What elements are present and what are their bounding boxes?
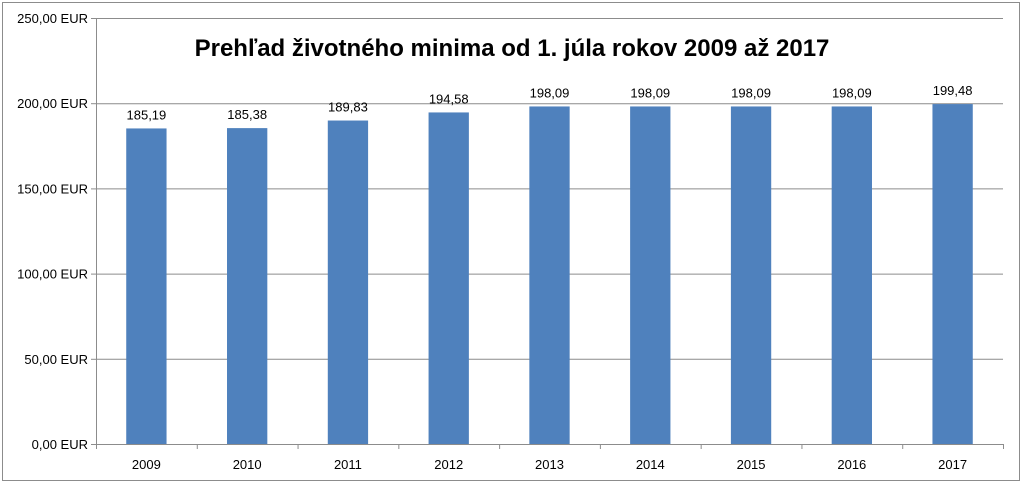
bar-2013 bbox=[529, 106, 570, 444]
x-tick-label: 2012 bbox=[434, 457, 463, 472]
bar-2017 bbox=[932, 104, 973, 444]
x-tick-label: 2011 bbox=[334, 457, 362, 472]
bar-2011 bbox=[327, 120, 369, 445]
x-tick-label: 2014 bbox=[636, 457, 665, 472]
data-label: 185,19 bbox=[127, 107, 167, 122]
chart-title: Prehľad životného minima od 1. júla roko… bbox=[195, 35, 830, 62]
data-label: 198,09 bbox=[731, 85, 771, 100]
y-tick-label: 200,00 EUR bbox=[17, 96, 88, 111]
bars bbox=[126, 104, 973, 445]
x-tick-label: 2013 bbox=[535, 457, 564, 472]
data-label: 189,83 bbox=[328, 100, 368, 115]
data-labels: 185,19 185,38 189,83 194,58 198,09 198,09 198,… bbox=[127, 83, 973, 122]
bar-2012 bbox=[428, 112, 469, 445]
x-tick-label: 2009 bbox=[132, 457, 161, 472]
y-tick-label: 100,00 EUR bbox=[17, 267, 88, 282]
y-axis-tick-labels: 0,00 EUR 50,00 EUR 100,00 EUR 150,00 EUR 200… bbox=[17, 11, 88, 452]
data-label: 198,09 bbox=[832, 85, 872, 100]
data-label: 198,09 bbox=[630, 85, 670, 100]
data-label: 199,48 bbox=[933, 83, 973, 98]
y-tick-label: 250,00 EUR bbox=[17, 11, 88, 26]
x-axis-tick-labels: 2009 2010 2011 2012 2013 2014 2015 2016 2017 bbox=[132, 444, 1004, 472]
bar-2015 bbox=[730, 106, 772, 444]
y-tick-label: 0,00 EUR bbox=[32, 437, 88, 452]
data-label: 198,09 bbox=[530, 85, 570, 100]
bar-2014 bbox=[630, 106, 671, 444]
bar-2010 bbox=[227, 128, 268, 444]
x-tick-label: 2010 bbox=[233, 457, 262, 472]
data-label: 185,38 bbox=[227, 107, 267, 122]
x-tick-label: 2016 bbox=[837, 457, 866, 472]
x-tick-label: 2017 bbox=[938, 457, 967, 472]
y-tick-label: 150,00 EUR bbox=[17, 181, 88, 196]
bar-2009 bbox=[126, 128, 167, 445]
data-label: 194,58 bbox=[429, 91, 469, 106]
x-tick-label: 2015 bbox=[737, 457, 766, 472]
bar-2016 bbox=[831, 106, 872, 444]
y-tick-label: 50,00 EUR bbox=[24, 352, 88, 367]
